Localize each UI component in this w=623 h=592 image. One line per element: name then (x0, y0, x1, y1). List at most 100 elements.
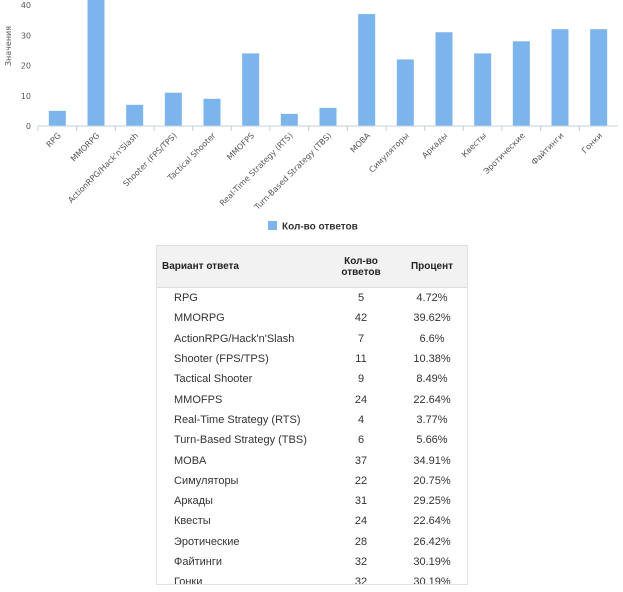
cell-percent: 39.62% (396, 308, 468, 328)
table-header-row: Вариант ответа Кол-во ответов Процент (156, 246, 468, 288)
cell-count: 7 (326, 329, 396, 349)
cell-percent: 20.75% (396, 471, 468, 491)
cell-option: Квесты (156, 511, 326, 531)
y-tick-label: 30 (21, 31, 31, 40)
header-percent: Процент (396, 246, 468, 288)
bar[interactable] (513, 41, 530, 126)
cell-percent: 5.66% (396, 430, 468, 450)
cell-count: 4 (326, 410, 396, 430)
cell-percent: 22.64% (396, 389, 468, 409)
x-tick-label: RPG (45, 131, 63, 149)
cell-percent: 4.72% (396, 288, 468, 309)
y-axis: 0 10 20 30 40 (21, 1, 31, 131)
cell-option: Real-Time Strategy (RTS) (156, 410, 326, 430)
legend-swatch (268, 221, 277, 230)
x-tick-label: Аркады (420, 131, 449, 160)
x-tick-label: Гонки (580, 131, 604, 155)
bar[interactable] (397, 59, 414, 126)
bar[interactable] (165, 93, 182, 126)
legend[interactable]: Кол-во ответов (268, 221, 358, 233)
legend-label: Кол-во ответов (282, 222, 358, 233)
header-count-line1: Кол-во (344, 256, 378, 267)
cell-option: Эротические (156, 532, 326, 552)
cell-option: MOBA (156, 450, 326, 470)
cell-count: 5 (326, 288, 396, 309)
cell-option: RPG (156, 288, 326, 309)
x-tick-label: MMOFPS (225, 131, 256, 162)
cell-count: 24 (326, 389, 396, 409)
cell-count: 28 (326, 532, 396, 552)
cell-percent: 10.38% (396, 349, 468, 369)
bar[interactable] (590, 29, 607, 126)
x-tick-label: Квесты (460, 131, 488, 159)
y-axis-title: Значения (4, 26, 13, 66)
y-tick-label: 10 (21, 92, 31, 101)
y-tick-label: 40 (21, 1, 31, 10)
bar[interactable] (126, 105, 143, 126)
cell-option: Гонки (156, 572, 326, 592)
cell-option: ActionRPG/Hack'n'Slash (156, 329, 326, 349)
bar[interactable] (88, 0, 105, 126)
x-tick-label: Эротические (482, 131, 527, 176)
cell-count: 24 (326, 511, 396, 531)
cell-option: Turn-Based Strategy (TBS) (156, 430, 326, 450)
cell-percent: 6.6% (396, 329, 468, 349)
bar[interactable] (552, 29, 569, 126)
x-tick-label: MMORPG (69, 131, 101, 163)
header-count-line2: ответов (341, 267, 380, 278)
cell-percent: 22.64% (396, 511, 468, 531)
y-tick-label: 0 (26, 122, 31, 131)
x-tick-label: Turn-Based Strategy (TBS) (252, 131, 333, 212)
bar[interactable] (320, 108, 337, 126)
cell-percent: 29.25% (396, 491, 468, 511)
bar[interactable] (436, 32, 453, 126)
cell-count: 22 (326, 471, 396, 491)
cell-count: 32 (326, 552, 396, 572)
x-tick-label: Файтинги (530, 131, 566, 167)
bar[interactable] (204, 99, 221, 126)
cell-option: Симуляторы (156, 471, 326, 491)
x-tick-label: MOBA (349, 131, 373, 155)
cell-count: 32 (326, 572, 396, 592)
cell-count: 42 (326, 308, 396, 328)
cell-count: 6 (326, 430, 396, 450)
cell-percent: 26.42% (396, 532, 468, 552)
header-option: Вариант ответа (156, 246, 326, 288)
x-tick-label: ActionRPG/Hack'n'Slash (66, 131, 140, 205)
cell-option: Shooter (FPS/TPS) (156, 349, 326, 369)
cell-option: Аркады (156, 491, 326, 511)
cell-percent: 30.19% (396, 572, 468, 592)
cell-count: 9 (326, 369, 396, 389)
cell-count: 11 (326, 349, 396, 369)
results-table: Вариант ответа Кол-во ответов Процент RP… (156, 245, 468, 592)
x-tick-label: Real-Time Strategy (RTS) (218, 131, 295, 208)
cell-option: MMOFPS (156, 389, 326, 409)
bar[interactable] (281, 114, 298, 126)
header-count: Кол-во ответов (326, 246, 396, 288)
bar[interactable] (49, 111, 66, 126)
bars (49, 0, 607, 126)
cell-count: 37 (326, 450, 396, 470)
cell-percent: 30.19% (396, 552, 468, 572)
bar-chart: 0 10 20 30 40 Значения RPG MMORPGActionRPG/Ha… (0, 0, 623, 240)
bar[interactable] (474, 53, 491, 126)
bar[interactable] (358, 14, 375, 126)
cell-percent: 8.49% (396, 369, 468, 389)
bar[interactable] (242, 53, 259, 126)
y-tick-label: 20 (21, 62, 31, 71)
